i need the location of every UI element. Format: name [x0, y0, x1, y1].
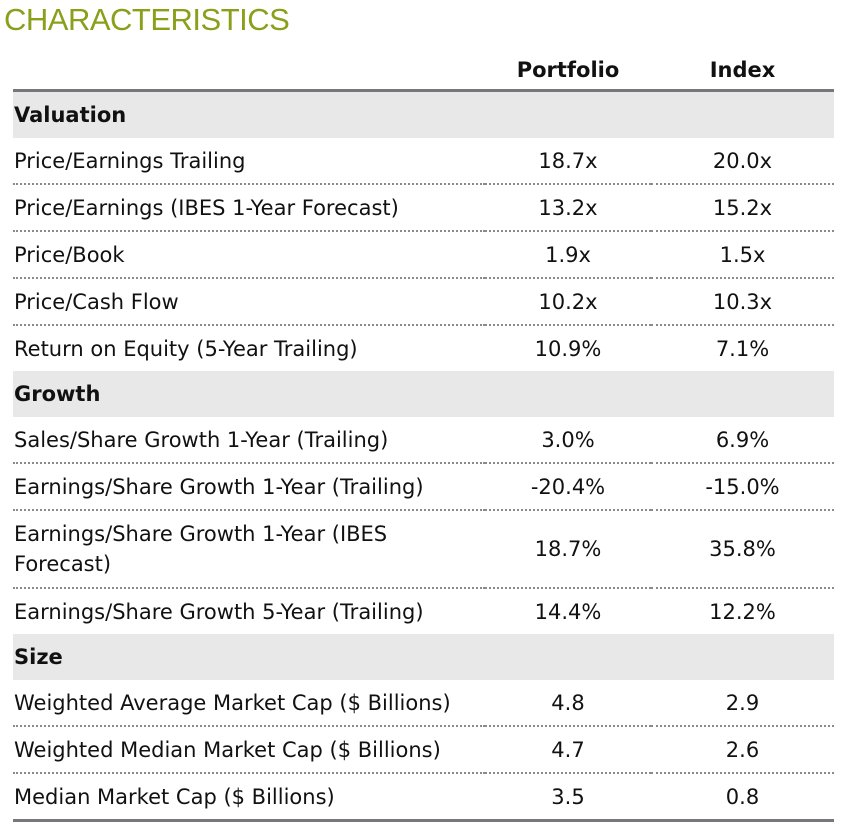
table-row: Price/Earnings (IBES 1-Year Forecast) 13.…: [13, 184, 834, 232]
index-value: 6.9%: [651, 417, 834, 464]
portfolio-value: 3.5: [485, 773, 651, 822]
row-label: Weighted Median Market Cap ($ Billions): [13, 726, 485, 774]
index-value: 1.5x: [651, 231, 834, 279]
index-value: 12.2%: [709, 599, 776, 624]
portfolio-value: 4.7: [485, 726, 651, 774]
index-value: 2.9: [651, 680, 834, 727]
row-label: Earnings/Share Growth 1-Year (Trailing): [13, 463, 485, 511]
portfolio-value: 18.7%: [485, 510, 651, 589]
table-row: Weighted Median Market Cap ($ Billions) 4…: [13, 726, 834, 774]
index-value: 10.3x: [651, 278, 834, 326]
section-title: Valuation: [13, 90, 834, 138]
index-value: 2.6: [651, 726, 834, 774]
row-label: Price/Cash Flow: [13, 278, 485, 326]
row-label: Price/Earnings Trailing: [13, 138, 485, 185]
section-header: Size: [13, 634, 834, 680]
index-value: 15.2x: [651, 184, 834, 232]
index-value: 7.1%: [715, 336, 770, 361]
table-row: Sales/Share Growth 1-Year (Trailing) 3.0%…: [13, 417, 834, 464]
index-value: 35.8%: [651, 510, 834, 589]
portfolio-value: 13.2x: [485, 184, 651, 232]
page-title: CHARACTERISTICS: [4, 2, 290, 37]
table-row: Earnings/Share Growth 1-Year (Trailing) -…: [13, 463, 834, 511]
row-label: Sales/Share Growth 1-Year (Trailing): [13, 417, 485, 464]
index-value: -15.0%: [651, 463, 834, 511]
portfolio-value: 4.8: [485, 680, 651, 727]
row-label: Median Market Cap ($ Billions): [13, 773, 485, 822]
portfolio-value: 18.7x: [485, 138, 651, 185]
table-header: Portfolio Index: [13, 50, 834, 92]
header-portfolio: Portfolio: [485, 50, 651, 92]
table-row: Return on Equity (5-Year Trailing) 10.9% 7…: [13, 325, 834, 371]
header-blank: [13, 50, 485, 92]
portfolio-value: 10.2x: [485, 278, 651, 326]
section-header: Growth: [13, 371, 834, 417]
section-header: Valuation: [13, 90, 834, 138]
table-row: Price/Cash Flow 10.2x 10.3x: [13, 278, 834, 326]
index-value: 0.8: [651, 773, 834, 822]
portfolio-value: 10.9%: [534, 336, 602, 361]
table-row: Median Market Cap ($ Billions) 3.5 0.8: [13, 773, 834, 822]
row-label: Weighted Average Market Cap ($ Billions): [13, 680, 485, 727]
row-label: Return on Equity (5-Year Trailing): [14, 336, 358, 361]
portfolio-value: 1.9x: [485, 231, 651, 279]
index-value: 20.0x: [651, 138, 834, 185]
section-title: Size: [13, 634, 834, 680]
row-label: Earnings/Share Growth 1-Year (IBES Forec…: [13, 510, 485, 589]
characteristics-table: Portfolio Index Valuation Price/Earnings …: [13, 50, 834, 822]
table-row: Earnings/Share Growth 1-Year (IBES Forec…: [13, 510, 834, 589]
table-row: Price/Book 1.9x 1.5x: [13, 231, 834, 279]
portfolio-value: -20.4%: [485, 463, 651, 511]
row-label: Price/Earnings (IBES 1-Year Forecast): [13, 184, 485, 232]
table-row: Price/Earnings Trailing 18.7x 20.0x: [13, 138, 834, 185]
row-label: Price/Book: [13, 231, 485, 279]
table-row: Earnings/Share Growth 5-Year (Trailing) 1…: [13, 588, 834, 634]
header-index: Index: [651, 50, 834, 92]
section-title: Growth: [13, 371, 834, 417]
table-row: Weighted Average Market Cap ($ Billions)…: [13, 680, 834, 727]
portfolio-value: 14.4%: [534, 599, 602, 624]
portfolio-value: 3.0%: [485, 417, 651, 464]
row-label: Earnings/Share Growth 5-Year (Trailing): [14, 599, 424, 624]
